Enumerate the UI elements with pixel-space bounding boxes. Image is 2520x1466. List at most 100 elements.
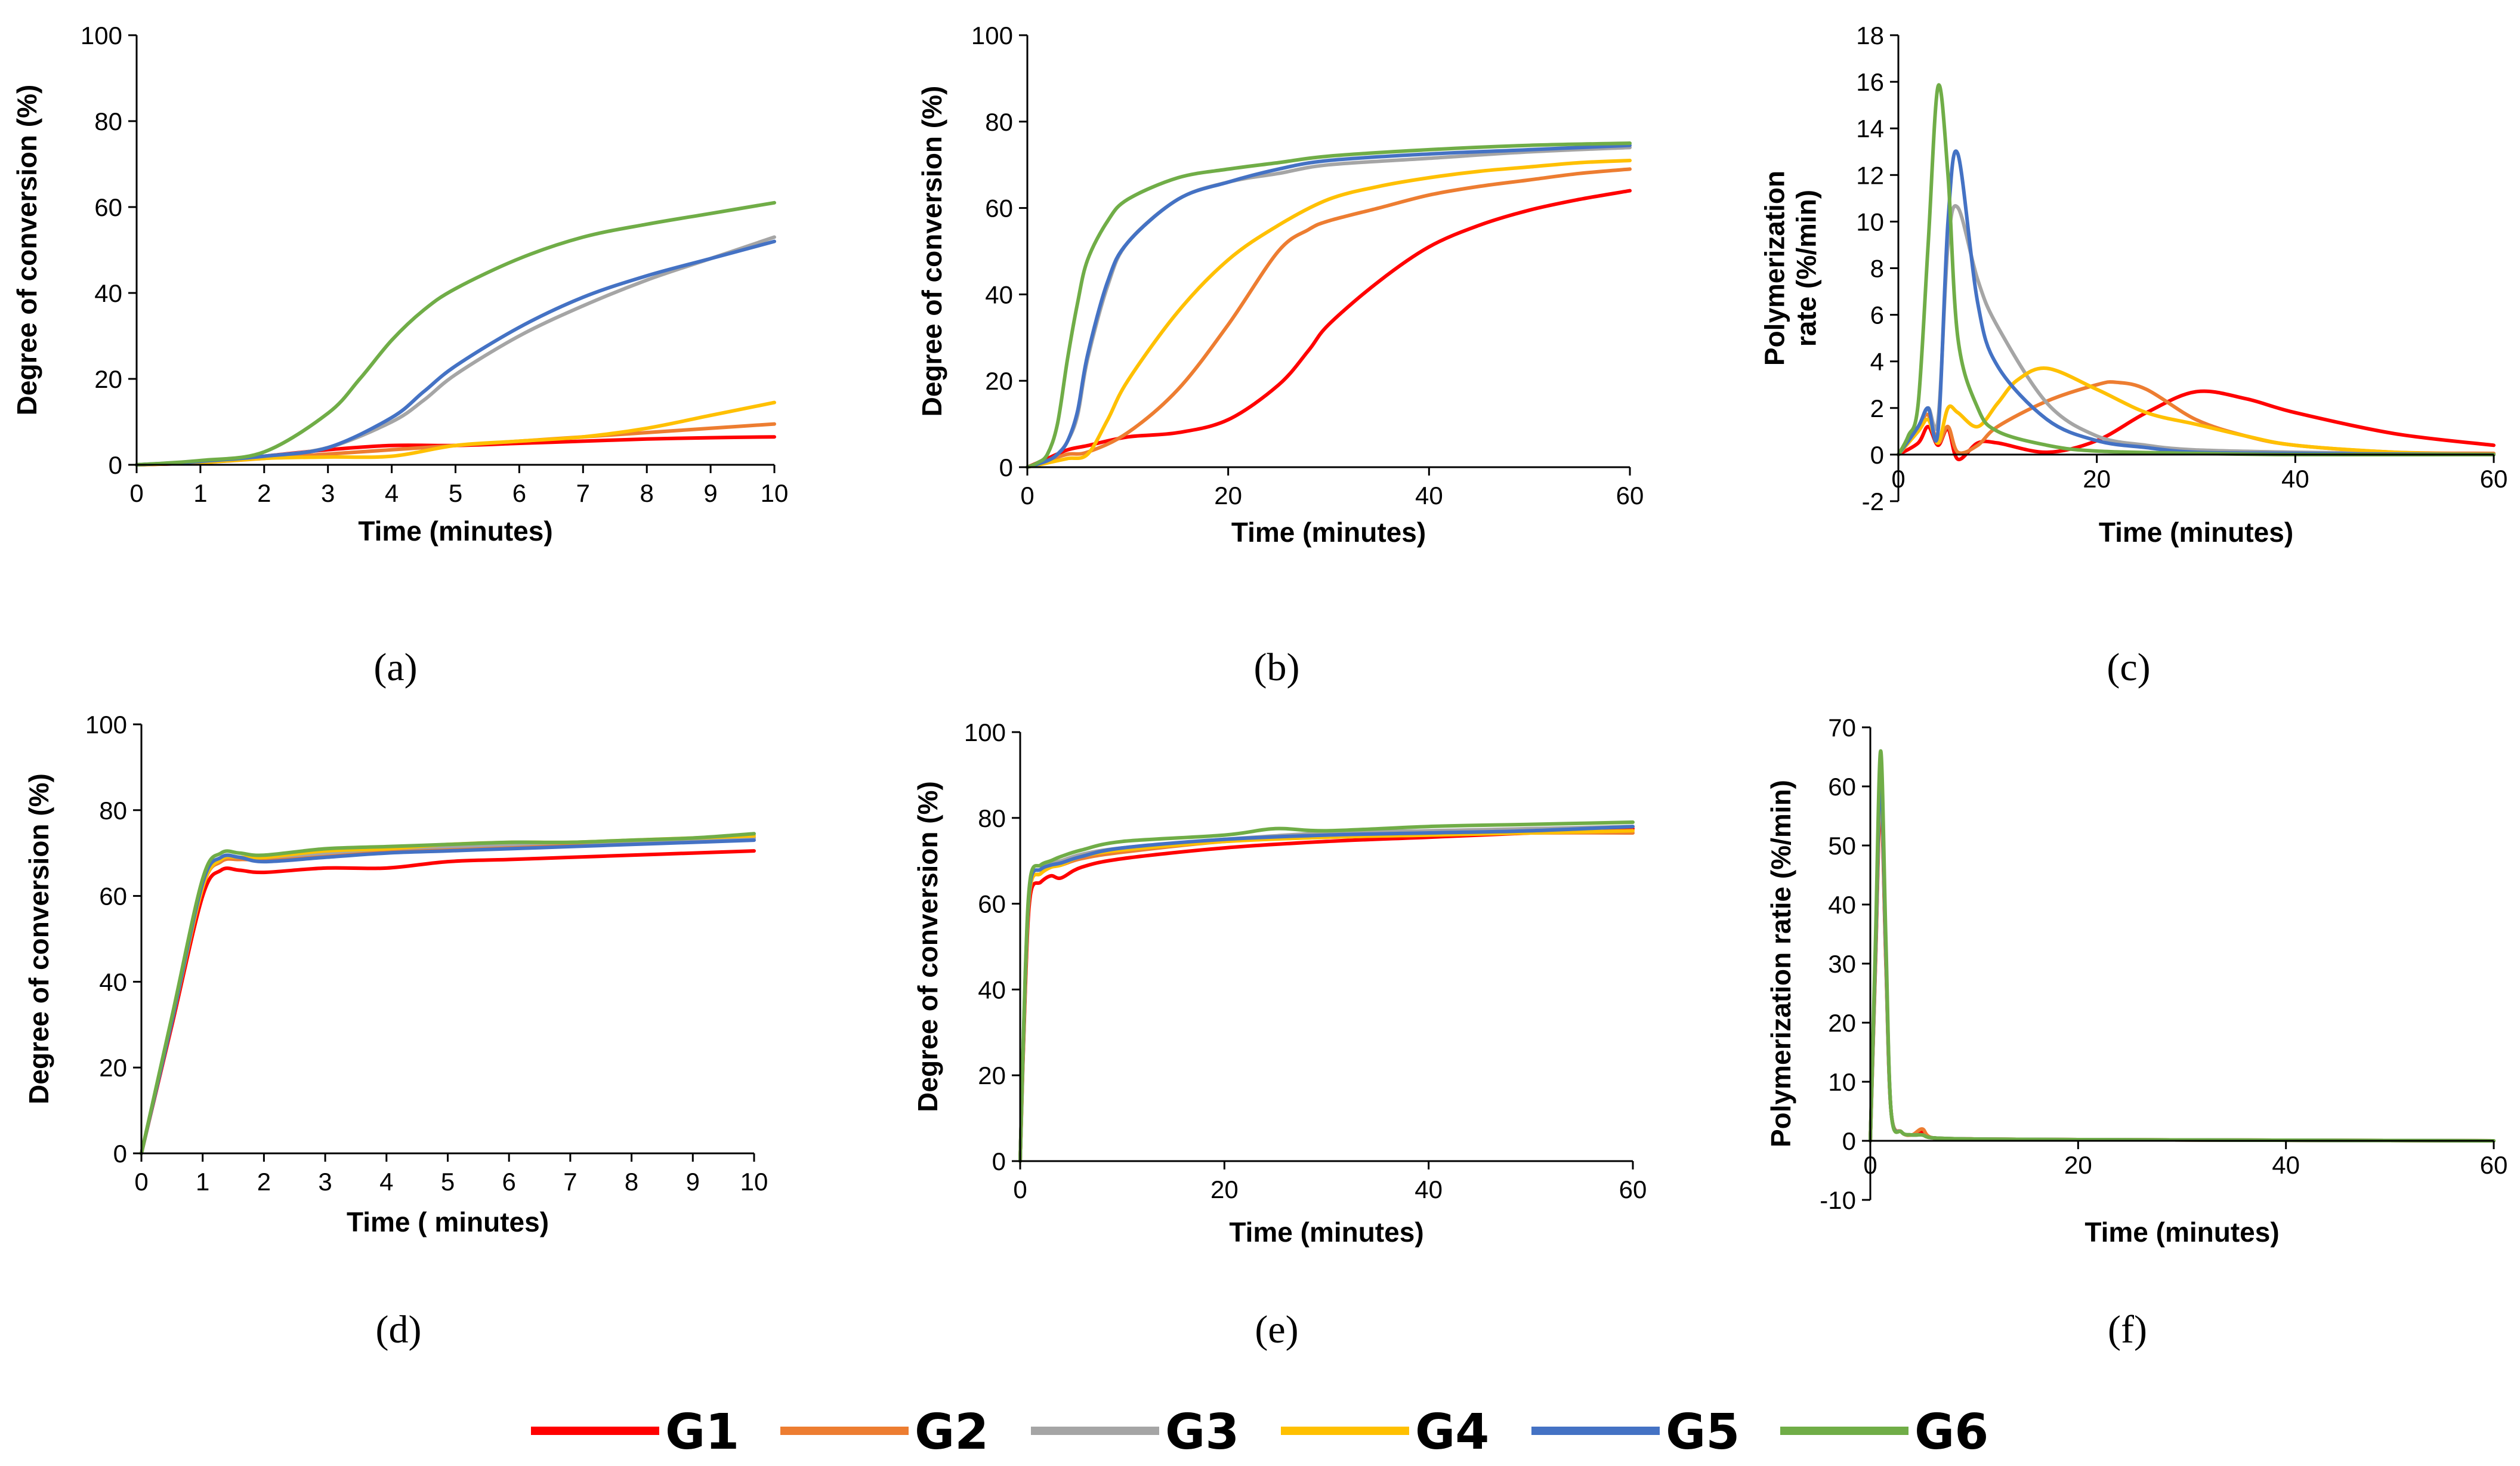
chart-panel-2: 0 20 40 60 80 100 0 20 40 60 Time (minutes) Degree … [916, 21, 1644, 689]
y-tick-label: 100 [964, 718, 1006, 746]
y-tick-label: 0 [992, 1147, 1006, 1175]
y-tick-label: 80 [99, 797, 127, 825]
y-tick-label: 18 [1856, 21, 1884, 50]
legend-label-g4: G4 [1415, 1404, 1489, 1461]
series-line-g4 [1026, 159, 1632, 469]
y-tick-label: 70 [1828, 714, 1856, 742]
x-tick-label: 5 [441, 1168, 455, 1196]
y-tick-label: 0 [999, 453, 1013, 482]
x-tick-label: 2 [257, 1168, 271, 1196]
series-line-g3 [1869, 785, 2496, 1143]
y-tick-label: 40 [1828, 891, 1856, 919]
y-tick-label: 80 [985, 108, 1013, 136]
y-tick-label: 100 [85, 711, 127, 739]
panel-label: (f) [2108, 1308, 2147, 1351]
x-tick-label: 2 [257, 479, 271, 507]
panel-label: (a) [373, 646, 417, 689]
series-line-g1 [1018, 826, 1635, 1163]
y-tick-label: 0 [109, 451, 122, 479]
x-axis-title: Time (minutes) [2084, 1217, 2279, 1248]
legend-label-g3: G3 [1165, 1404, 1239, 1461]
series-line-g6 [135, 200, 776, 467]
x-tick-label: 4 [385, 479, 399, 507]
y-tick-label: 0 [113, 1140, 127, 1168]
y-tick-label: 60 [94, 193, 122, 221]
y-tick-label: 100 [81, 21, 122, 50]
series-line-g1 [140, 849, 756, 1155]
series-line-g3 [140, 836, 756, 1155]
y-tick-label: 2 [1870, 394, 1884, 422]
x-tick-label: 60 [2480, 1151, 2508, 1179]
series-line-g3 [1018, 825, 1635, 1163]
y-axis-title: Degree of conversion (%) [916, 86, 947, 417]
panel-label: (b) [1254, 646, 1300, 689]
x-tick-label: 40 [2281, 465, 2309, 493]
y-tick-label: 60 [99, 882, 127, 911]
x-tick-label: 9 [703, 479, 717, 507]
series-line-g6 [1869, 749, 2496, 1143]
chart-panel-5: 0 20 40 60 80 100 0 20 40 60 Time (minutes) Degree … [912, 718, 1647, 1351]
series-line-g1 [1869, 796, 2496, 1143]
x-tick-label: 7 [563, 1168, 577, 1196]
y-tick-label: 40 [99, 968, 127, 996]
y-tick-label: -10 [1820, 1186, 1856, 1214]
series-line-g1 [1897, 389, 2496, 461]
x-tick-label: 3 [318, 1168, 332, 1196]
series-line-g5 [1869, 773, 2496, 1143]
x-tick-label: 6 [502, 1168, 516, 1196]
y-tick-label: 6 [1870, 301, 1884, 329]
y-tick-label: 80 [978, 804, 1006, 832]
y-tick-label: 80 [94, 107, 122, 135]
y-tick-label: 12 [1856, 161, 1884, 189]
legend-label-g2: G2 [915, 1404, 989, 1461]
series-line-g5 [1026, 143, 1632, 469]
series-line-g3 [1026, 146, 1632, 469]
x-tick-label: 0 [1013, 1175, 1027, 1203]
x-tick-label: 1 [196, 1168, 209, 1196]
x-axis-title: Time (minutes) [1229, 1217, 1423, 1248]
series-line-g6 [1897, 83, 2496, 457]
x-tick-label: 40 [1415, 482, 1443, 510]
series-line-g3 [1897, 204, 2496, 456]
series-line-g2 [140, 836, 756, 1155]
x-tick-label: 5 [449, 479, 462, 507]
series-line-g6 [140, 832, 756, 1155]
x-tick-label: 20 [1214, 482, 1242, 510]
series-line-g4 [1018, 829, 1635, 1163]
x-tick-label: 7 [576, 479, 590, 507]
x-tick-label: 0 [1891, 465, 1905, 493]
series-line-g4 [1869, 779, 2496, 1143]
x-tick-label: 10 [740, 1168, 768, 1196]
legend-label-g6: G6 [1914, 1404, 1988, 1461]
legend: G1 G2 G3 G4 G5 G6 [531, 1404, 1988, 1461]
y-tick-label: 8 [1870, 255, 1884, 283]
x-tick-label: 4 [379, 1168, 393, 1196]
y-tick-label: 40 [985, 280, 1013, 308]
chart-panel-1: 0 20 40 60 80 100 0 1 2 3 4 5 6 7 8 9 10 Time (minutes) De… [11, 21, 788, 689]
x-tick-label: 0 [134, 1168, 148, 1196]
x-axis-title: Time (minutes) [1231, 517, 1426, 548]
y-tick-label: 20 [99, 1054, 127, 1082]
chart-panel-4: 0 20 40 60 80 100 0 1 2 3 4 5 6 7 8 9 10 Time ( minutes) D… [23, 711, 768, 1351]
y-axis-title: Polymerizationrate (%/min) [1759, 171, 1821, 366]
x-axis-title: Time (minutes) [358, 516, 552, 547]
x-tick-label: 60 [1619, 1175, 1647, 1203]
y-tick-label: 50 [1828, 832, 1856, 860]
x-tick-label: 1 [193, 479, 207, 507]
x-tick-label: 0 [1863, 1151, 1877, 1179]
x-tick-label: 9 [686, 1168, 700, 1196]
series-line-g5 [140, 838, 756, 1155]
y-tick-label: 10 [1856, 208, 1884, 236]
y-tick-label: -2 [1862, 487, 1884, 516]
series-line-g2 [1869, 785, 2496, 1143]
y-tick-label: 4 [1870, 348, 1884, 376]
y-tick-label: 10 [1828, 1068, 1856, 1096]
y-tick-label: 20 [985, 367, 1013, 395]
x-tick-label: 3 [321, 479, 335, 507]
series-line-g2 [1018, 831, 1635, 1163]
series-line-g6 [1026, 141, 1632, 469]
x-tick-label: 40 [2272, 1151, 2300, 1179]
